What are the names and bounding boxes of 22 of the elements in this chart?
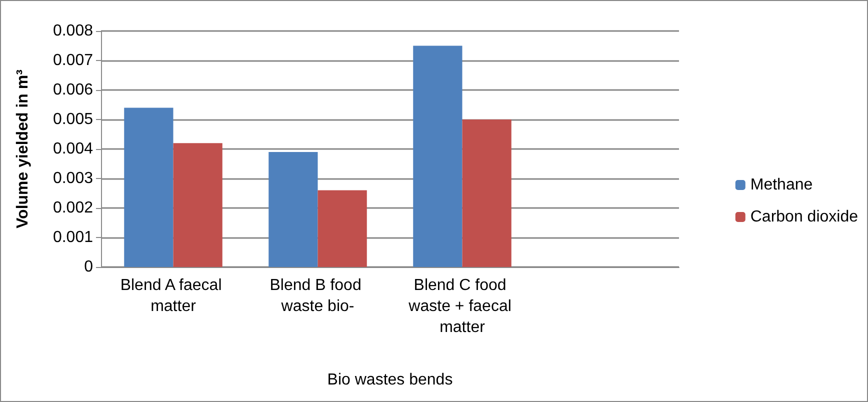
y-tick-label: 0.007 xyxy=(52,52,94,69)
y-tick-label: 0 xyxy=(84,258,94,276)
bar xyxy=(268,152,318,267)
bar xyxy=(318,190,367,267)
legend-label: Methane xyxy=(750,176,813,194)
y-tick-label: 0.002 xyxy=(52,200,94,216)
x-tick-label: Blend C food waste + faecal matter xyxy=(408,277,516,336)
y-tick-label: 0.006 xyxy=(52,82,94,98)
y-tick-label: 0.008 xyxy=(52,22,94,40)
y-axis-title: Volume yielded in m³ xyxy=(14,70,32,228)
x-axis-title: Bio wastes bends xyxy=(327,372,453,388)
x-tick-label: Blend A faecal matter xyxy=(120,277,226,315)
y-tick-label: 0.003 xyxy=(52,170,94,187)
y-tick-label: 0.001 xyxy=(52,229,94,246)
y-tick-label: 0.004 xyxy=(52,140,94,158)
x-tick-label: Blend B food waste bio- xyxy=(270,277,366,315)
bar xyxy=(173,143,222,267)
bar xyxy=(462,120,512,267)
y-tick-label: 0.005 xyxy=(52,111,94,128)
bar xyxy=(413,46,462,267)
bar xyxy=(124,108,174,267)
legend-label: Carbon dioxide xyxy=(750,208,858,226)
